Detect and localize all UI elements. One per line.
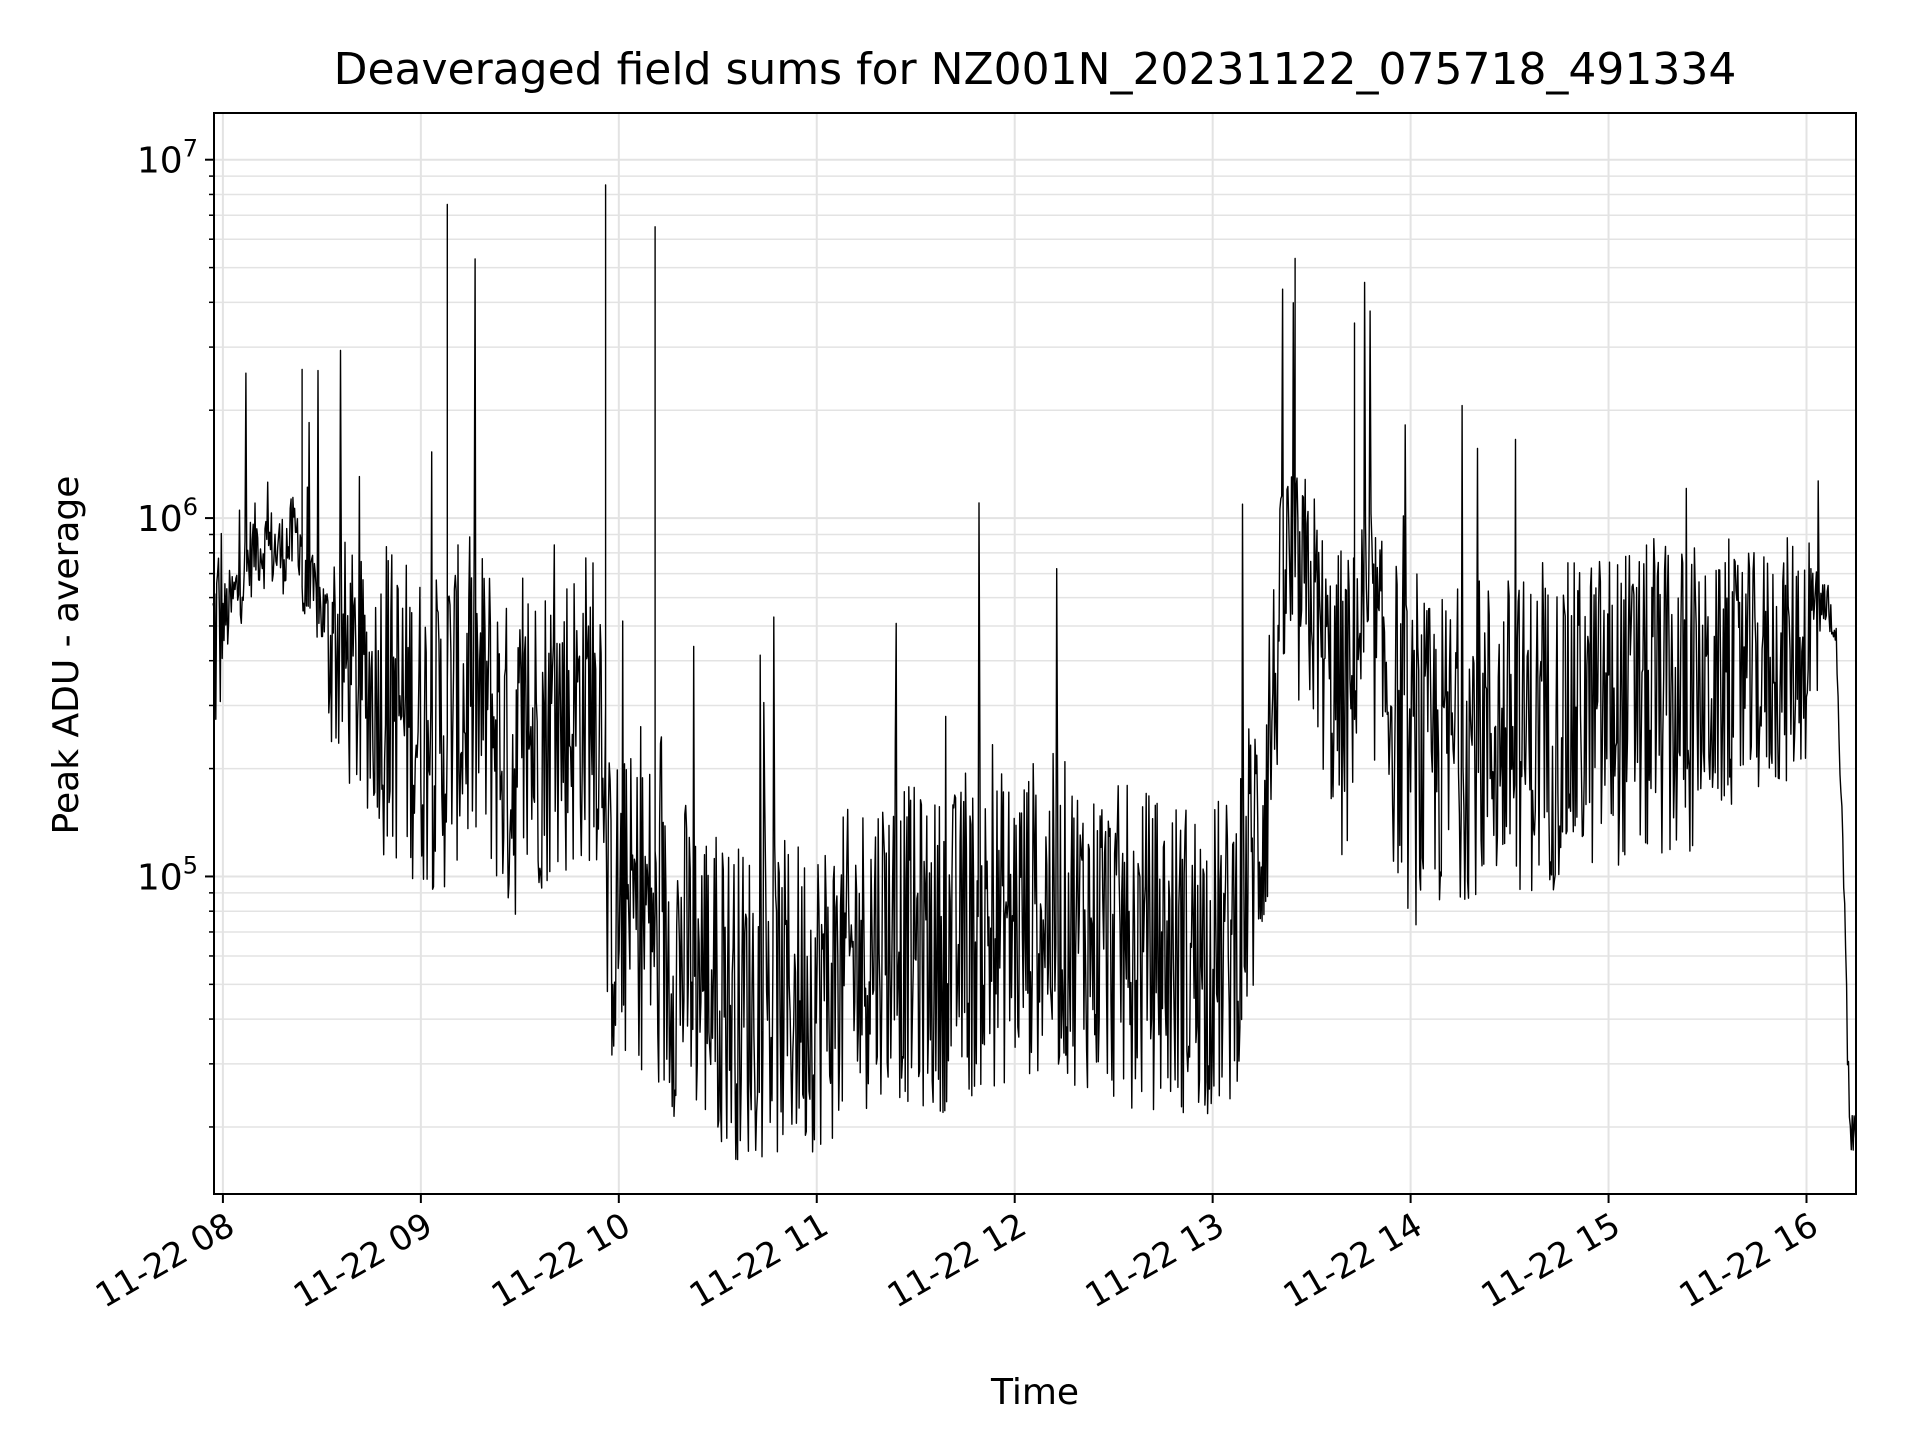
y-tick-label: 106 [137,493,198,540]
series-line [212,184,1857,1161]
plot-frame [213,112,1857,1195]
x-axis-label: Time [990,1372,1079,1413]
grid [214,113,1856,1194]
y-axis-ticks: 105 106 107 [137,135,214,1128]
plot-area [212,184,1857,1161]
chart-title: Deaveraged field sums for NZ001N_2023112… [334,44,1737,95]
y-tick-label: 105 [137,851,198,898]
y-tick-label: 107 [137,135,198,182]
y-axis-label: Peak ADU - average [46,476,87,835]
